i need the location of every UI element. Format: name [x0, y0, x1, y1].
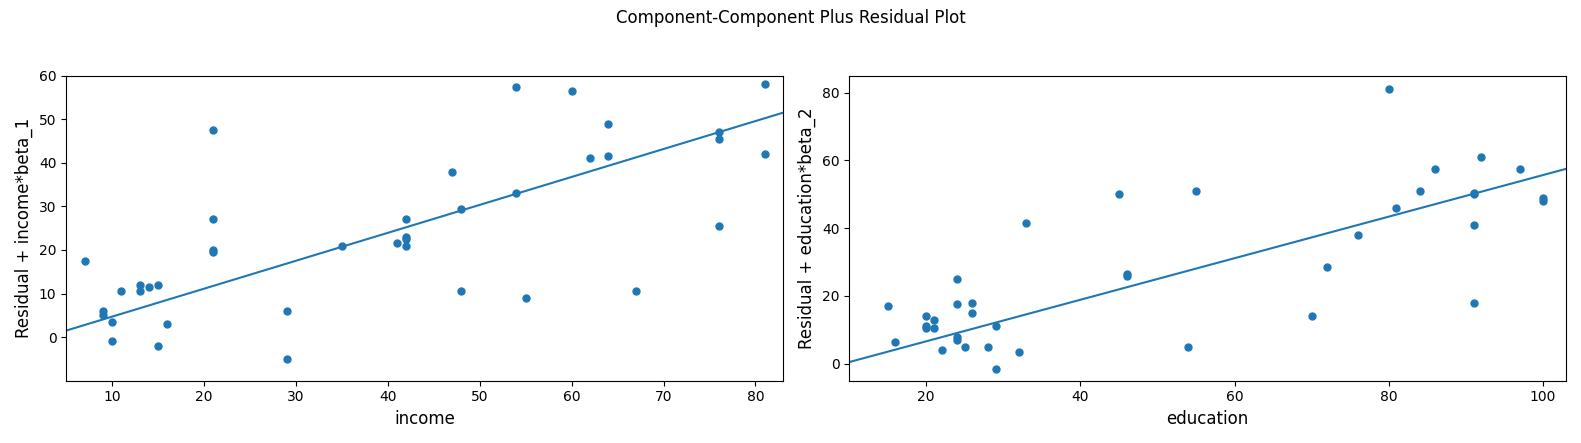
Point	[201, 246, 226, 253]
Point	[930, 347, 955, 354]
Point	[100, 319, 125, 326]
Point	[960, 299, 985, 306]
Point	[1300, 313, 1325, 320]
Point	[449, 205, 474, 212]
Point	[914, 323, 939, 330]
Point	[1407, 187, 1432, 194]
Point	[1183, 187, 1208, 194]
Point	[1345, 231, 1371, 238]
Point	[71, 257, 96, 264]
Point	[914, 325, 939, 332]
Point	[753, 81, 778, 88]
Point	[384, 240, 409, 247]
Point	[201, 249, 226, 256]
Point	[1115, 270, 1140, 277]
Point	[394, 242, 419, 249]
Point	[944, 276, 969, 283]
Point	[90, 307, 115, 315]
Point	[983, 365, 1009, 373]
Point	[960, 309, 985, 316]
Point	[1530, 198, 1556, 205]
Point	[1375, 85, 1401, 93]
Point	[753, 151, 778, 158]
Point	[874, 303, 900, 310]
Point	[512, 294, 538, 301]
Point	[145, 342, 171, 350]
Point	[126, 281, 152, 288]
Point	[1383, 204, 1409, 211]
Point	[707, 129, 732, 136]
Point	[1507, 165, 1532, 172]
Point	[394, 236, 419, 243]
Point	[1176, 343, 1202, 350]
Point	[596, 120, 621, 127]
Point	[1461, 191, 1486, 198]
Point	[922, 325, 947, 332]
Point	[623, 288, 648, 295]
Y-axis label: Residual + income*beta_1: Residual + income*beta_1	[14, 118, 33, 338]
Point	[201, 127, 226, 134]
Point	[504, 190, 530, 197]
Point	[90, 312, 115, 319]
Point	[577, 155, 602, 162]
Point	[560, 87, 585, 94]
Point	[1469, 153, 1494, 160]
Text: Component-Component Plus Residual Plot: Component-Component Plus Residual Plot	[615, 9, 966, 27]
Point	[914, 313, 939, 320]
Point	[596, 153, 621, 160]
Point	[145, 281, 171, 288]
Point	[1530, 194, 1556, 201]
Point	[1013, 220, 1039, 227]
Point	[975, 343, 1001, 350]
Point	[882, 338, 907, 345]
Point	[100, 338, 125, 345]
Point	[394, 233, 419, 241]
Point	[274, 355, 299, 362]
Point	[394, 216, 419, 223]
Point	[1314, 264, 1339, 271]
Point	[944, 333, 969, 340]
Point	[1107, 191, 1132, 198]
Point	[201, 216, 226, 223]
Point	[440, 168, 465, 175]
Point	[1461, 299, 1486, 306]
Point	[922, 316, 947, 323]
Point	[944, 337, 969, 344]
X-axis label: income: income	[394, 410, 455, 428]
Point	[944, 301, 969, 308]
Point	[952, 343, 977, 350]
Point	[1423, 165, 1448, 172]
Point	[155, 321, 180, 328]
X-axis label: education: education	[1167, 410, 1249, 428]
Point	[1006, 348, 1031, 355]
Point	[1115, 272, 1140, 279]
Point	[126, 288, 152, 295]
Point	[274, 307, 299, 315]
Point	[136, 284, 161, 291]
Point	[707, 222, 732, 229]
Point	[707, 135, 732, 142]
Point	[329, 242, 354, 249]
Point	[1461, 221, 1486, 228]
Point	[109, 288, 134, 295]
Point	[449, 288, 474, 295]
Point	[1461, 189, 1486, 196]
Point	[983, 323, 1009, 330]
Point	[504, 83, 530, 90]
Y-axis label: Residual + education*beta_2: Residual + education*beta_2	[798, 107, 816, 349]
